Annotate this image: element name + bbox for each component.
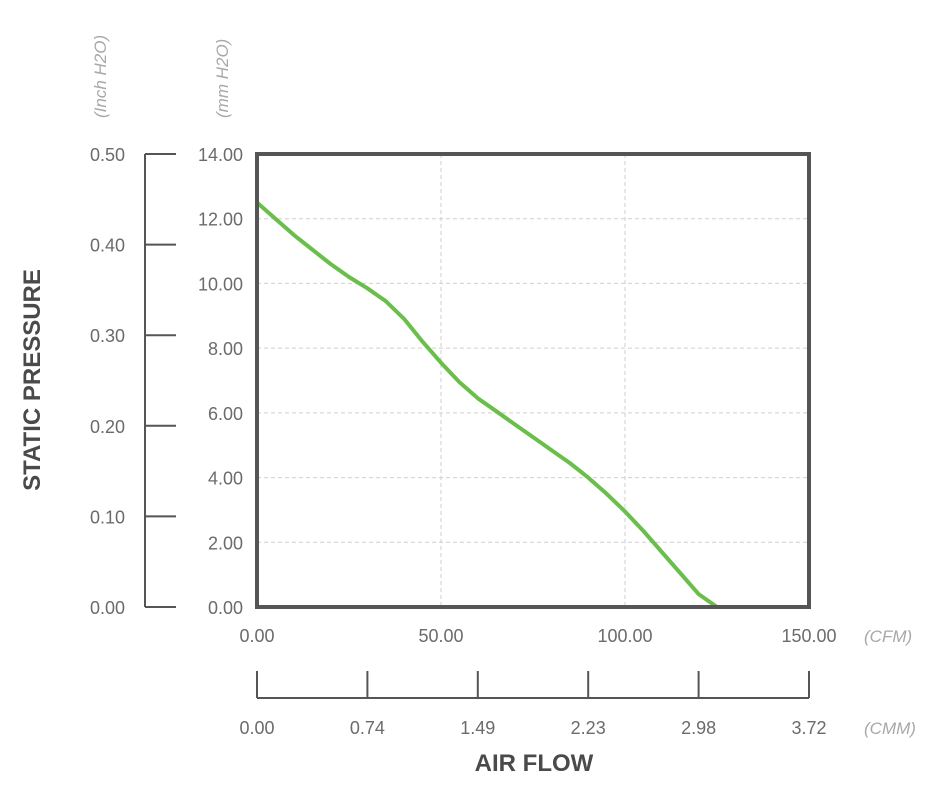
inch-h2o-unit-label: (Inch H2O) — [91, 35, 110, 118]
cfm-tick-label: 0.00 — [239, 626, 274, 646]
cmm-axis: 0.00 0.74 1.49 2.23 2.98 3.72 — [239, 671, 827, 738]
mm-tick-label: 0.00 — [208, 598, 243, 618]
mm-tick-label: 12.00 — [198, 210, 243, 230]
plot-frame — [255, 152, 811, 609]
cfm-tick-label: 150.00 — [781, 626, 836, 646]
cmm-tick-label: 0.00 — [239, 718, 274, 738]
inch-tick-label: 0.40 — [90, 236, 125, 256]
cfm-unit-label: (CFM) — [864, 627, 912, 646]
mm-tick-label: 6.00 — [208, 404, 243, 424]
mm-tick-label: 8.00 — [208, 339, 243, 359]
cfm-axis: 0.00 50.00 100.00 150.00 — [239, 626, 836, 646]
cmm-tick-label: 2.98 — [681, 718, 716, 738]
grid-lines — [257, 154, 809, 607]
cfm-tick-label: 100.00 — [597, 626, 652, 646]
mm-tick-label: 14.00 — [198, 145, 243, 165]
mm-tick-label: 4.00 — [208, 469, 243, 489]
series-group — [255, 200, 719, 609]
mm-tick-label: 2.00 — [208, 533, 243, 553]
inch-tick-label: 0.10 — [90, 507, 125, 527]
inch-h2o-axis: 0.00 0.10 0.20 0.30 0.40 0.50 — [90, 145, 176, 618]
cfm-tick-label: 50.00 — [418, 626, 463, 646]
y-axis-title: STATIC PRESSURE — [19, 269, 46, 491]
inch-tick-label: 0.50 — [90, 145, 125, 165]
series-line — [255, 200, 719, 609]
cmm-tick-label: 2.23 — [571, 718, 606, 738]
cmm-unit-label: (CMM) — [864, 719, 916, 738]
cmm-tick-label: 3.72 — [791, 718, 826, 738]
x-axis-title: AIR FLOW — [475, 750, 594, 777]
cmm-tick-label: 0.74 — [350, 718, 385, 738]
cmm-tick-label: 1.49 — [460, 718, 495, 738]
mm-tick-label: 10.00 — [198, 274, 243, 294]
mm-h2o-unit-label: (mm H2O) — [213, 39, 232, 118]
inch-tick-label: 0.20 — [90, 417, 125, 437]
inch-tick-label: 0.00 — [90, 598, 125, 618]
mm-h2o-axis: 0.00 2.00 4.00 6.00 8.00 10.00 12.00 14.00 — [198, 145, 243, 618]
inch-tick-label: 0.30 — [90, 326, 125, 346]
